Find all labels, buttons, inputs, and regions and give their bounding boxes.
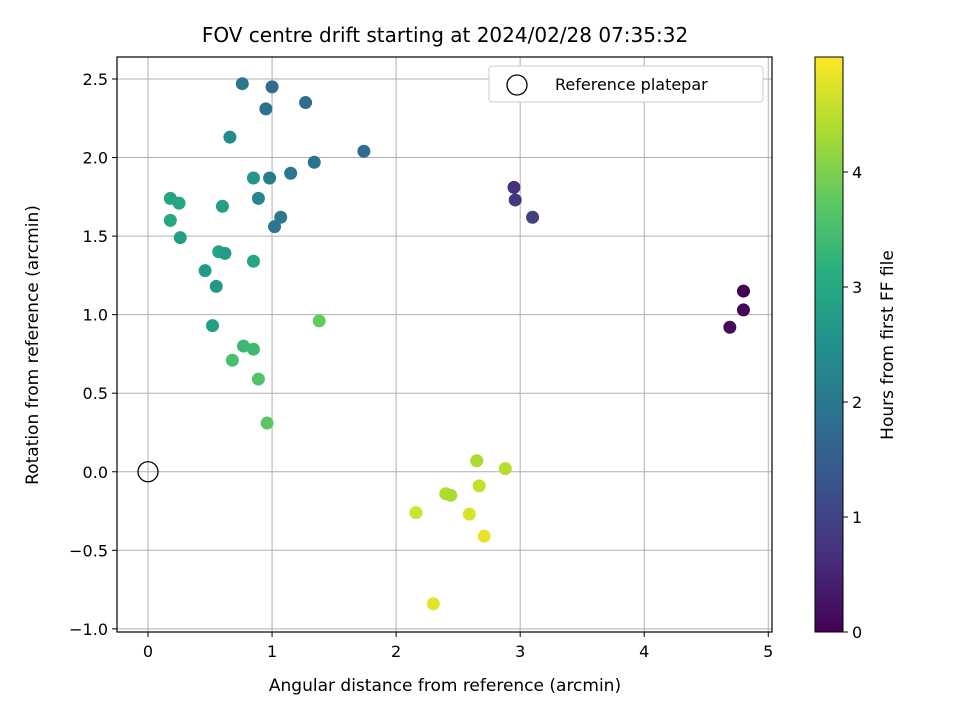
x-axis-label: Angular distance from reference (arcmin) <box>269 676 621 696</box>
data-point <box>444 488 458 502</box>
data-point <box>526 210 540 224</box>
y-tick-label: 1.5 <box>83 227 108 246</box>
data-point <box>263 171 277 185</box>
data-point <box>163 213 177 227</box>
data-point <box>259 102 273 116</box>
data-point <box>218 246 232 260</box>
data-point <box>498 462 512 476</box>
data-point <box>736 284 750 298</box>
data-point <box>268 220 282 234</box>
data-point <box>215 199 229 213</box>
data-point <box>470 454 484 468</box>
data-point <box>472 479 486 493</box>
reference-platepar-marker <box>137 461 159 483</box>
data-point <box>209 279 223 293</box>
legend-marker-open-circle <box>506 74 528 96</box>
colorbar-ticks: 0 1 2 3 4 <box>843 163 862 642</box>
y-tick-label: 2.5 <box>83 70 108 89</box>
data-point <box>198 264 212 278</box>
x-axis-ticks: 0 1 2 3 4 5 <box>143 632 773 661</box>
y-tick-label: −0.5 <box>69 541 108 560</box>
legend-box <box>488 65 764 103</box>
data-point <box>462 507 476 521</box>
data-point <box>225 353 239 367</box>
data-point <box>307 155 321 169</box>
data-point <box>284 166 298 180</box>
x-tick-label: 1 <box>267 642 277 661</box>
x-tick-label: 2 <box>391 642 401 661</box>
data-point <box>507 180 521 194</box>
grid-lines <box>117 57 772 632</box>
data-point <box>265 80 279 94</box>
legend-label: Reference platepar <box>555 75 708 94</box>
data-points <box>163 77 750 611</box>
data-point <box>246 342 260 356</box>
x-tick-label: 4 <box>639 642 649 661</box>
data-point <box>251 191 265 205</box>
data-point <box>312 314 326 328</box>
data-point <box>477 529 491 543</box>
x-tick-label: 5 <box>763 642 773 661</box>
colorbar: 0 1 2 3 4 Hours from first FF file <box>814 56 898 642</box>
data-point <box>246 254 260 268</box>
data-point <box>172 196 186 210</box>
data-point <box>409 506 423 520</box>
colorbar-tick-label: 2 <box>852 393 862 412</box>
y-tick-label: 1.0 <box>83 306 108 325</box>
colorbar-tick-label: 0 <box>852 623 862 642</box>
y-axis-ticks: −1.0 −0.5 0.0 0.5 1.0 1.5 2.0 2.5 <box>69 70 117 639</box>
chart-title: FOV centre drift starting at 2024/02/28 … <box>202 23 688 47</box>
x-tick-label: 3 <box>515 642 525 661</box>
y-tick-label: 2.0 <box>83 149 108 168</box>
data-point <box>206 319 220 333</box>
data-point <box>299 96 313 110</box>
plot-frame <box>116 56 773 633</box>
data-point <box>426 597 440 611</box>
y-tick-label: 0.0 <box>83 463 108 482</box>
data-point <box>260 416 274 430</box>
colorbar-label: Hours from first FF file <box>878 250 898 440</box>
data-point <box>736 303 750 317</box>
data-point <box>246 171 260 185</box>
data-point <box>357 144 371 158</box>
data-point <box>723 320 737 334</box>
colorbar-gradient <box>814 56 844 633</box>
x-tick-label: 0 <box>143 642 153 661</box>
y-axis-label: Rotation from reference (arcmin) <box>23 205 43 485</box>
data-point <box>251 372 265 386</box>
y-tick-label: 0.5 <box>83 384 108 403</box>
y-tick-label: −1.0 <box>69 620 108 639</box>
colorbar-tick-label: 3 <box>852 278 862 297</box>
data-point <box>235 77 249 91</box>
data-point <box>274 210 288 224</box>
colorbar-tick-label: 1 <box>852 508 862 527</box>
reference-marker <box>137 461 159 483</box>
data-point <box>237 339 251 353</box>
data-point <box>223 130 237 144</box>
data-point <box>173 231 187 245</box>
data-point <box>508 193 522 207</box>
legend: Reference platepar <box>488 65 764 103</box>
colorbar-tick-label: 4 <box>852 163 862 182</box>
